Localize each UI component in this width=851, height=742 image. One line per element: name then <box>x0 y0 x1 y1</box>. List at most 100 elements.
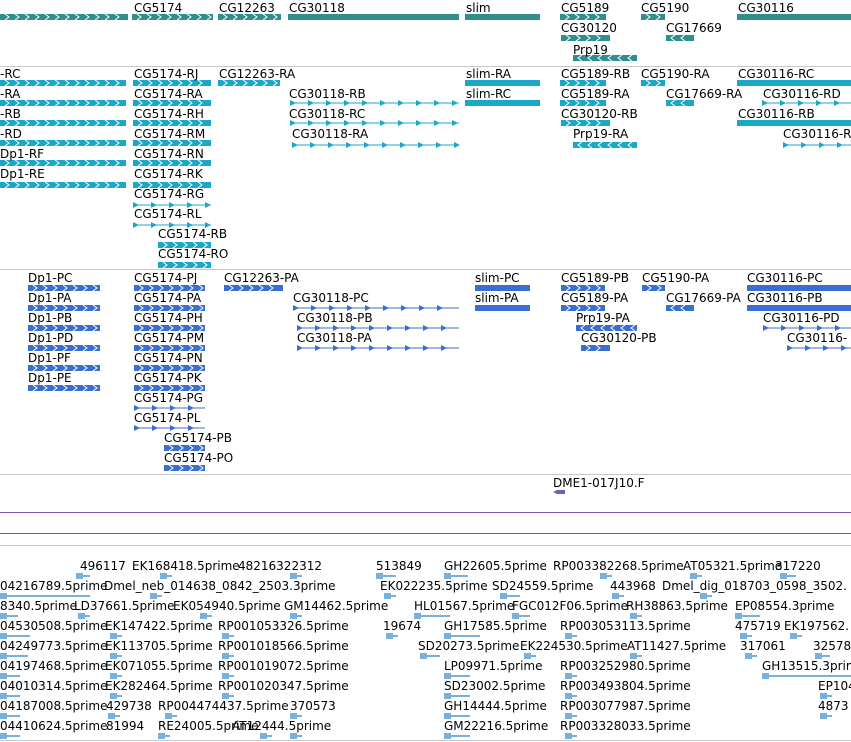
feature-label-dp1-re[interactable]: Dp1-RE <box>0 167 45 181</box>
feature-label-est-gh14444[interactable]: GH14444.5prime <box>444 699 547 713</box>
feature-cg30116-pc[interactable] <box>747 285 851 291</box>
feature-est-at12444[interactable] <box>290 733 302 739</box>
feature-label-cg5174-pg[interactable]: CG5174-PG <box>134 391 204 405</box>
feature-label-cg30118-ra[interactable]: CG30118-RA <box>292 127 369 141</box>
feature-cg5174-rk[interactable] <box>133 181 211 189</box>
feature-label-slim-pc[interactable]: slim-PC <box>475 271 520 285</box>
feature-est-4873[interactable] <box>820 713 832 719</box>
feature-est-rp003382268[interactable] <box>600 573 612 579</box>
feature-label-CG30118[interactable]: CG30118 <box>289 1 345 15</box>
feature-cg5174-pa[interactable] <box>134 304 205 312</box>
feature-cg5174-ph[interactable] <box>134 324 205 332</box>
feature-label-cg30116-pd[interactable]: CG30116-PD <box>763 311 840 325</box>
feature-cg5174-rh[interactable] <box>133 119 211 127</box>
feature-est-ek022235[interactable] <box>384 593 396 599</box>
feature-label-est-rp003328033[interactable]: RP003328033.5prime <box>560 719 691 733</box>
feature-cg30116-rb[interactable] <box>737 120 851 126</box>
feature-label-est-at05321[interactable]: AT05321.5prime <box>683 559 783 573</box>
feature-est-04010314[interactable] <box>0 693 20 699</box>
feature-label-est-rh38863[interactable]: RH38863.5prime <box>626 599 728 613</box>
feature-est-19674[interactable] <box>386 633 398 639</box>
feature-label-est-hl01567[interactable]: HL01567.5prime <box>414 599 515 613</box>
feature-label-cg5174-pb[interactable]: CG5174-PB <box>164 431 233 445</box>
feature-label-est-496117[interactable]: 496117 <box>80 559 126 573</box>
feature-est-ek147422[interactable] <box>110 633 122 639</box>
feature-label-Prp19[interactable]: Prp19 <box>573 43 608 57</box>
feature-label-cg5189-pa[interactable]: CG5189-PA <box>561 291 629 305</box>
feature-label-est-ek197562[interactable]: EK197562. <box>784 619 850 633</box>
feature-label-est-ek054940[interactable]: EK054940.5prime <box>173 599 281 613</box>
feature-cg5190-ra[interactable] <box>641 79 665 87</box>
feature-label-cg5174-pl[interactable]: CG5174-PL <box>134 411 201 425</box>
feature-cg12263-pa[interactable] <box>224 284 283 292</box>
feature-dp1-rc[interactable] <box>0 79 126 87</box>
feature-CG17669[interactable] <box>666 34 694 42</box>
feature-label-cg5189-rb[interactable]: CG5189-RB <box>561 67 631 81</box>
feature-label-slim-rc[interactable]: slim-RC <box>466 87 512 101</box>
feature-est-sd23002[interactable] <box>444 693 470 699</box>
feature-cg5174-ra[interactable] <box>133 99 211 107</box>
feature-label-est-fgc012f06[interactable]: FGC012F06.5prime <box>512 599 629 613</box>
feature-label-est-rp003493804[interactable]: RP003493804.5prime <box>560 679 691 693</box>
feature-label-est-8340[interactable]: 8340.5prime <box>0 599 77 613</box>
feature-label-est-rp001019072[interactable]: RP001019072.5prime <box>218 659 349 673</box>
feature-est-429738[interactable] <box>108 713 120 719</box>
feature-cg5174-rj[interactable] <box>133 79 211 87</box>
feature-label-dp1-ra[interactable]: -RA <box>0 87 21 101</box>
feature-cg30116-pb[interactable] <box>747 305 851 311</box>
feature-label-dp1-pe[interactable]: Dp1-PE <box>28 371 72 385</box>
feature-label-CG5174[interactable]: CG5174 <box>134 1 183 15</box>
feature-slim-pc[interactable] <box>475 285 530 291</box>
feature-label-est-475719[interactable]: 475719 <box>735 619 781 633</box>
feature-est-ek168418[interactable] <box>160 573 172 579</box>
feature-slim-ra[interactable] <box>465 80 540 86</box>
feature-cg5174-rl[interactable] <box>133 222 211 228</box>
feature-label-est-ek168418[interactable]: EK168418.5prime <box>132 559 240 573</box>
feature-est-rp003053113[interactable] <box>565 633 577 639</box>
feature-label-cg30116-pb[interactable]: CG30116-PB <box>747 291 823 305</box>
feature-label-dp1-pc[interactable]: Dp1-PC <box>28 271 73 285</box>
feature-label-est-04187008[interactable]: 04187008.5prime <box>0 699 108 713</box>
feature-label-est-gm14462[interactable]: GM14462.5prime <box>284 599 389 613</box>
feature-est-rp001053326[interactable] <box>222 633 234 639</box>
feature-label-dp1-rb[interactable]: -RB <box>0 107 21 121</box>
feature-est-513849[interactable] <box>376 573 396 579</box>
feature-label-est-rp003077987[interactable]: RP003077987.5prime <box>560 699 691 713</box>
feature-est-ep104[interactable] <box>820 693 832 699</box>
feature-est-at11427[interactable] <box>630 653 642 659</box>
feature-est-rp003328033[interactable] <box>565 733 577 739</box>
feature-label-est-at11427[interactable]: AT11427.5prime <box>627 639 727 653</box>
feature-est-496117[interactable] <box>76 573 90 579</box>
feature-label-est-429738[interactable]: 429738 <box>106 699 152 713</box>
feature-cg30118-pb[interactable] <box>297 325 459 331</box>
feature-label-est-ek224530[interactable]: EK224530.5prime <box>520 639 628 653</box>
feature-est-475719[interactable] <box>740 633 752 639</box>
feature-label-cg5174-po[interactable]: CG5174-PO <box>164 451 234 465</box>
feature-label-cg30118-pb[interactable]: CG30118-PB <box>297 311 373 325</box>
feature-cg5174-pl[interactable] <box>134 425 205 431</box>
feature-label-est-ek071055[interactable]: EK071055.5prime <box>105 659 213 673</box>
feature-est-rp001020347[interactable] <box>222 693 234 699</box>
feature-label-est-ek022235[interactable]: EK022235.5prime <box>380 579 488 593</box>
feature-label-est-rp004474437[interactable]: RP004474437.5prime <box>158 699 289 713</box>
feature-label-est-re24005[interactable]: RE24005.5prime <box>158 719 259 733</box>
feature-est-443968[interactable] <box>612 593 624 599</box>
feature-label-cg5174-pm[interactable]: CG5174-PM <box>134 331 205 345</box>
feature-cg30118-ra[interactable] <box>292 142 460 148</box>
feature-cg5189-ra[interactable] <box>560 99 606 107</box>
feature-label-cg5189-ra[interactable]: CG5189-RA <box>561 87 630 101</box>
feature-dp1-pf[interactable] <box>28 364 100 372</box>
feature-cg5174-ro[interactable] <box>158 261 211 269</box>
feature-dp1-pe[interactable] <box>28 384 100 392</box>
feature-label-est-19674[interactable]: 19674 <box>383 619 422 633</box>
feature-label-cg30118-pa[interactable]: CG30118-PA <box>297 331 372 345</box>
feature-label-est-ek147422[interactable]: EK147422.5prime <box>105 619 213 633</box>
feature-label-est-81994[interactable]: 81994 <box>106 719 145 733</box>
feature-cg30118-pc[interactable] <box>293 305 459 311</box>
feature-est-gm14462[interactable] <box>290 613 302 619</box>
feature-est-32578[interactable] <box>815 653 830 659</box>
feature-cg5174-po[interactable] <box>164 464 205 472</box>
feature-dp1-rd[interactable] <box>0 139 126 147</box>
feature-prp19-pa[interactable] <box>576 324 637 332</box>
feature-est-48216322312[interactable] <box>290 573 302 579</box>
